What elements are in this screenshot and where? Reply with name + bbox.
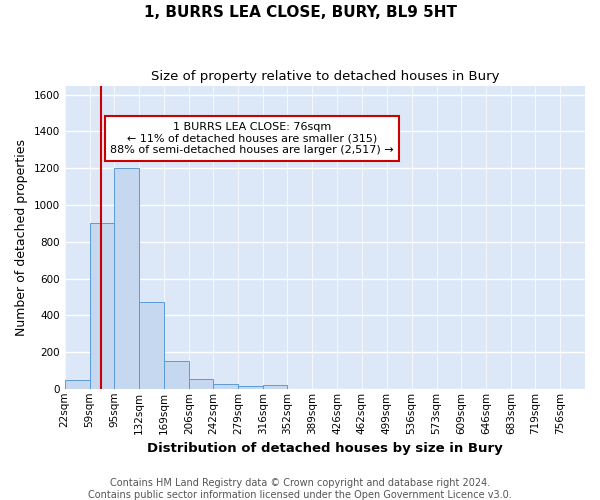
Bar	[89, 224, 114, 389]
Bar	[139, 302, 164, 389]
Text: Contains HM Land Registry data © Crown copyright and database right 2024.
Contai: Contains HM Land Registry data © Crown c…	[88, 478, 512, 500]
Title: Size of property relative to detached houses in Bury: Size of property relative to detached ho…	[151, 70, 499, 83]
Bar	[114, 168, 139, 389]
Y-axis label: Number of detached properties: Number of detached properties	[15, 138, 28, 336]
Bar	[164, 361, 189, 389]
Bar	[263, 385, 287, 389]
Bar	[238, 386, 263, 389]
Text: 1 BURRS LEA CLOSE: 76sqm
← 11% of detached houses are smaller (315)
88% of semi-: 1 BURRS LEA CLOSE: 76sqm ← 11% of detach…	[110, 122, 394, 155]
Bar	[65, 380, 89, 389]
Bar	[213, 384, 238, 389]
Bar	[189, 378, 213, 389]
Text: 1, BURRS LEA CLOSE, BURY, BL9 5HT: 1, BURRS LEA CLOSE, BURY, BL9 5HT	[143, 5, 457, 20]
X-axis label: Distribution of detached houses by size in Bury: Distribution of detached houses by size …	[147, 442, 503, 455]
